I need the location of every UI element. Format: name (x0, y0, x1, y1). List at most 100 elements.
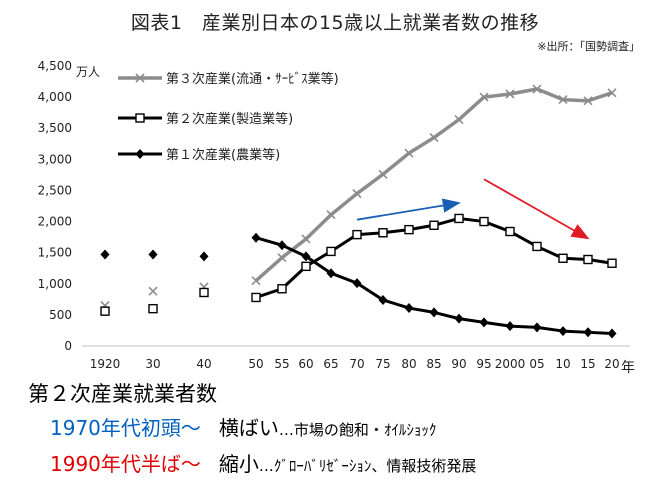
legend-marker (135, 113, 145, 123)
x-tick-label: 75 (375, 357, 390, 371)
y-tick-label: 4,000 (38, 90, 72, 104)
data-point (532, 84, 542, 94)
x-tick-label: 15 (580, 357, 595, 371)
data-point (404, 148, 414, 158)
x-marker-stroke (607, 88, 617, 98)
y-tick-label: 2,000 (38, 215, 72, 229)
data-point (558, 253, 568, 263)
y-tick-label: 500 (49, 308, 72, 322)
x-tick-label: 65 (323, 357, 338, 371)
y-tick-label: 1,500 (38, 246, 72, 260)
y-tick-label: 3,000 (38, 152, 72, 166)
data-point (479, 317, 489, 328)
data-point (583, 327, 593, 338)
data-point (326, 210, 336, 220)
x-tick-label: 80 (401, 357, 416, 371)
legend-label: 第１次産業(農業等) (166, 147, 280, 163)
legend-marker (135, 73, 145, 83)
data-point (378, 294, 388, 305)
x-axis-suffix: 年 (621, 360, 635, 376)
x-tick-label: 2000 (495, 357, 526, 371)
x-marker-stroke (301, 234, 311, 244)
data-point (301, 234, 311, 244)
trend-arrow (356, 198, 461, 221)
data-point (199, 251, 209, 262)
x-marker-stroke (505, 89, 515, 99)
x-marker-stroke (135, 73, 145, 83)
data-point (251, 232, 261, 243)
data-point (558, 326, 568, 337)
x-tick-label: 20 (604, 357, 619, 371)
x-marker-stroke (454, 114, 464, 125)
legend-marker (135, 149, 145, 159)
data-point (301, 251, 311, 262)
x-marker-stroke (583, 96, 593, 106)
data-point (454, 213, 464, 224)
data-point (199, 287, 209, 298)
data-point (532, 322, 542, 333)
x-marker-stroke (148, 286, 158, 296)
x-tick-label: 10 (555, 357, 570, 371)
summary-line-1970s: 1970年代初頭～ 横ばい…市場の飽和・ｵｲﾙｼｮｯｸ (50, 412, 436, 441)
data-point (100, 306, 110, 316)
trend-flat: 横ばい (218, 416, 279, 440)
y-axis-unit: 万人 (76, 65, 100, 79)
x-marker-stroke (532, 84, 542, 94)
legend-label: 第３次産業(流通・ｻｰﾋﾞｽ業等) (166, 71, 339, 87)
source-note: ※出所：「国勢調査」 (537, 40, 640, 53)
y-tick-label: 0 (64, 339, 72, 353)
data-point (429, 132, 439, 143)
x-marker-stroke (429, 132, 439, 143)
x-marker-stroke (378, 169, 388, 179)
data-point (352, 229, 362, 240)
x-tick-label: 50 (248, 357, 263, 371)
data-point (148, 303, 158, 314)
data-point (454, 114, 464, 125)
x-marker-stroke (251, 276, 261, 286)
data-point (404, 224, 414, 235)
period-1990s: 1990年代半ば～ (50, 452, 201, 476)
period-1970s: 1970年代初頭～ (50, 416, 201, 440)
line-chart: 0 500 1,000 1,500 2,000 2,500 3,000 3,500 4,000 4… (38, 59, 635, 376)
data-point (100, 249, 110, 260)
x-tick-label: 30 (145, 357, 160, 371)
chart-title: 図表1 産業別日本の15歳以上就業者数の推移 (130, 12, 540, 34)
data-point (148, 249, 158, 260)
x-marker-stroke (558, 95, 568, 105)
series-line (255, 236, 613, 336)
data-point (583, 254, 593, 265)
x-marker-stroke (352, 188, 362, 199)
data-point (404, 303, 414, 314)
data-point (251, 292, 261, 303)
x-marker-stroke (277, 253, 287, 263)
x-tick-label: 85 (426, 357, 441, 371)
x-tick-label: 1920 (90, 357, 121, 371)
data-point (607, 88, 617, 98)
reason-1970s: …市場の飽和・ｵｲﾙｼｮｯｸ (278, 421, 437, 439)
data-point (277, 253, 287, 263)
summary-line-1990s: 1990年代半ば～ 縮小…ｸﾞﾛｰﾊﾞﾘｾﾞｰｼｮﾝ、情報技術発展 (50, 448, 476, 477)
data-point (505, 89, 515, 99)
data-point (505, 226, 515, 237)
y-tick-label: 4,500 (38, 59, 72, 73)
x-tick-label: 55 (274, 357, 289, 371)
x-tick-label: 05 (529, 357, 544, 371)
data-point (583, 96, 593, 106)
data-point (532, 241, 542, 252)
data-point (429, 307, 439, 318)
data-point (352, 278, 362, 289)
y-tick-label: 3,500 (38, 121, 72, 135)
x-marker-stroke (326, 210, 336, 220)
data-point (607, 328, 617, 339)
data-point (148, 286, 158, 296)
data-point (454, 313, 464, 324)
data-point (429, 220, 439, 230)
data-point (558, 95, 568, 105)
x-tick-label: 70 (349, 357, 364, 371)
data-point (479, 216, 489, 227)
trend-shrink: 縮小 (218, 452, 259, 476)
data-point (326, 268, 336, 279)
summary-heading: 第２次産業就業者数 (28, 382, 217, 406)
x-marker-stroke (479, 92, 489, 102)
data-point (607, 258, 617, 268)
